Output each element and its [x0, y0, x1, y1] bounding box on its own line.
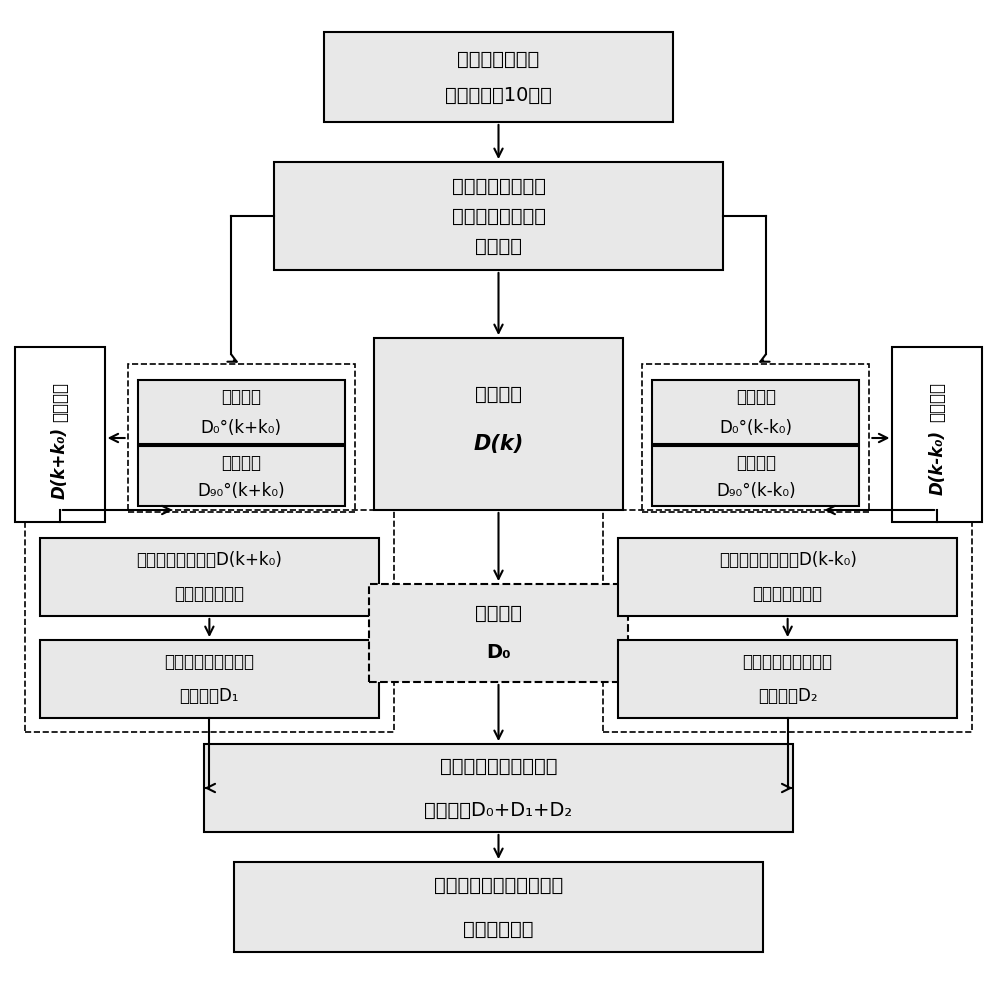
Bar	[652, 380, 859, 444]
Bar	[138, 380, 345, 444]
Text: 各方向精确移位后的: 各方向精确移位后的	[165, 653, 254, 671]
Text: D₉₀°(k+k₀): D₉₀°(k+k₀)	[197, 482, 285, 500]
Text: （每次直采10张）: （每次直采10张）	[445, 86, 552, 104]
Text: 高频信息D₁: 高频信息D₁	[179, 687, 239, 705]
Text: D(k-k₀): D(k-k₀)	[928, 430, 946, 495]
Text: 高频信息: 高频信息	[736, 388, 776, 406]
Text: 从采集图像组中分: 从采集图像组中分	[452, 176, 545, 196]
Bar	[374, 338, 623, 510]
Text: 高频信息: 高频信息	[51, 382, 69, 422]
Bar	[138, 446, 345, 506]
Text: 分辨重构图像: 分辨重构图像	[464, 920, 533, 938]
Bar	[128, 364, 355, 512]
Text: 信息叠加D₀+D₁+D₂: 信息叠加D₀+D₁+D₂	[425, 800, 572, 820]
Bar	[603, 510, 972, 732]
Text: 低频信息: 低频信息	[475, 384, 522, 403]
Bar	[40, 640, 379, 718]
Text: 各方向高频信息与低频: 各方向高频信息与低频	[440, 756, 557, 776]
Text: 高频信息: 高频信息	[928, 382, 946, 422]
Bar	[369, 584, 628, 682]
Text: 频移至正确位置: 频移至正确位置	[753, 585, 823, 603]
Text: 频移至正确位置: 频移至正确位置	[174, 585, 244, 603]
Bar	[618, 640, 957, 718]
Text: 分辨率各向同性提高的超: 分辨率各向同性提高的超	[434, 876, 563, 895]
Text: 高频信息: 高频信息	[221, 454, 261, 472]
Text: 低频信息: 低频信息	[475, 603, 522, 622]
Text: D₉₀°(k-k₀): D₉₀°(k-k₀)	[716, 482, 796, 500]
Text: D(k+k₀): D(k+k₀)	[51, 426, 69, 499]
Bar	[618, 538, 957, 616]
Text: D(k): D(k)	[474, 434, 523, 454]
Text: 将各方向高频信息D(k-k₀): 将各方向高频信息D(k-k₀)	[719, 551, 856, 569]
Bar	[204, 744, 793, 832]
Bar	[652, 446, 859, 506]
Text: 高频信息: 高频信息	[736, 454, 776, 472]
Text: D₀°(k-k₀): D₀°(k-k₀)	[719, 419, 793, 437]
Text: 高频信息D₂: 高频信息D₂	[758, 687, 818, 705]
Text: 各方向精确移位后的: 各方向精确移位后的	[743, 653, 832, 671]
Bar	[25, 510, 394, 732]
Bar	[15, 347, 105, 522]
Text: D₀°(k+k₀): D₀°(k+k₀)	[200, 419, 282, 437]
Text: 探测器采集图像: 探测器采集图像	[458, 49, 539, 68]
Bar	[892, 347, 982, 522]
Bar	[274, 162, 723, 270]
Text: 离出各方向错位的: 离出各方向错位的	[452, 207, 545, 226]
Bar	[642, 364, 869, 512]
Text: D₀: D₀	[487, 644, 510, 662]
Text: 将各方向高频信息D(k+k₀): 将各方向高频信息D(k+k₀)	[137, 551, 282, 569]
Bar	[40, 538, 379, 616]
Bar	[234, 862, 763, 952]
Text: 高频信息: 高频信息	[221, 388, 261, 406]
Bar	[324, 32, 673, 122]
Text: 高频信息: 高频信息	[475, 236, 522, 255]
